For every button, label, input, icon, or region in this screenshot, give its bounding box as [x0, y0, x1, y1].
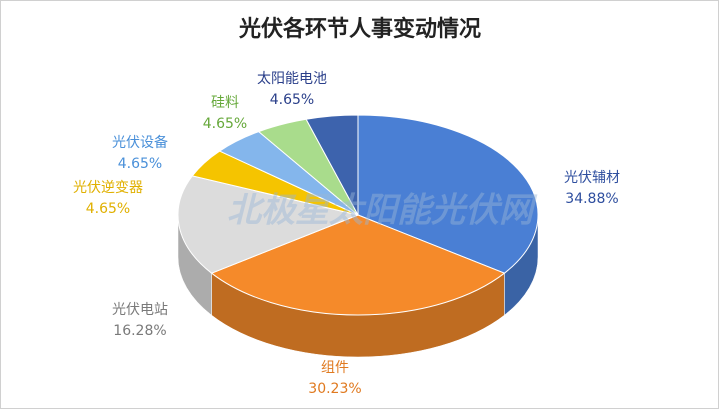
category-label: 组件 [321, 360, 349, 376]
value-label: 34.88% [565, 191, 618, 207]
category-label: 光伏辅材 [564, 170, 620, 186]
chart-title: 光伏各环节人事变动情况 [238, 16, 481, 42]
category-label: 光伏设备 [112, 134, 168, 151]
slice [177, 175, 360, 274]
value-label: 30.23% [308, 381, 361, 397]
category-label: 光伏电站 [112, 302, 168, 318]
category-label: 太阳能电池 [257, 71, 327, 87]
pie [177, 114, 539, 358]
value-label: 4.65% [270, 92, 314, 108]
category-label: 硅料 [211, 95, 239, 111]
value-label: 4.65% [86, 201, 130, 217]
slice [305, 114, 359, 216]
slice [357, 114, 539, 274]
value-label: 4.65% [118, 156, 162, 172]
watermark: 北极星太阳能光伏网 [227, 191, 538, 231]
labels: 光伏辅材 34.88% 组件 30.23% 光伏电站 16.28% 光伏逆变器 4.65% 光伏… [73, 71, 620, 397]
category-label: 光伏逆变器 [73, 180, 143, 196]
value-label: 16.28% [113, 323, 166, 339]
value-label: 4.65% [203, 116, 247, 132]
slice [210, 214, 506, 316]
